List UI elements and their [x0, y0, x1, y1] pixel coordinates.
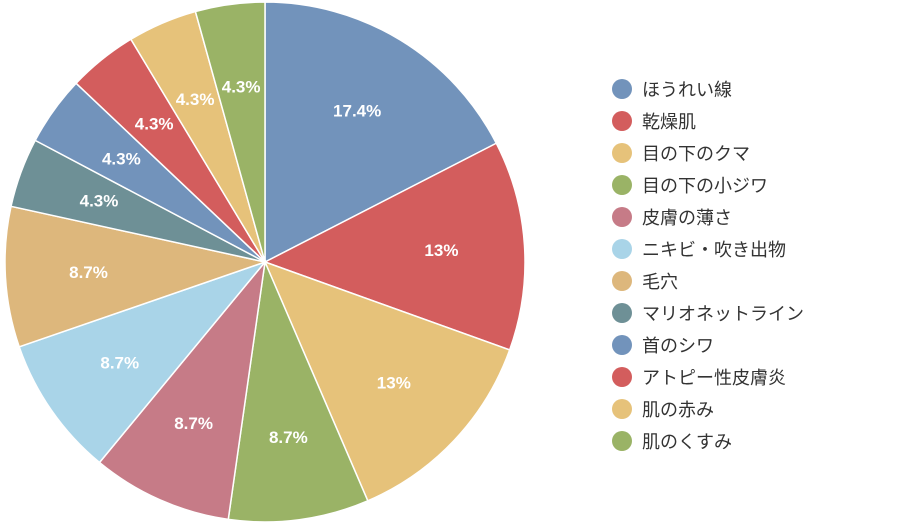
pie-slice — [227, 259, 369, 523]
legend-item: マリオネットライン — [612, 297, 804, 329]
legend-label: マリオネットライン — [642, 304, 804, 325]
legend-swatch-icon — [612, 303, 632, 323]
pie-slice — [263, 260, 511, 502]
pie-slice-label: 8.7% — [174, 414, 213, 433]
legend-swatch-icon — [612, 367, 632, 387]
pie-slices — [4, 1, 526, 523]
legend-label: 目の下のクマ — [642, 144, 750, 165]
legend-item: 乾燥肌 — [612, 105, 804, 137]
pie-slice-label: 8.7% — [100, 353, 139, 372]
legend-swatch-icon — [612, 335, 632, 355]
legend-swatch-icon — [612, 175, 632, 195]
legend-swatch-icon — [612, 79, 632, 99]
pie-slice-label: 4.3% — [102, 149, 141, 168]
legend-label: 目の下の小ジワ — [642, 176, 768, 197]
legend-label: 肌の赤み — [642, 400, 714, 421]
legend-item: 目の下の小ジワ — [612, 169, 804, 201]
legend-swatch-icon — [612, 143, 632, 163]
pie-slice-label: 13% — [377, 374, 411, 393]
legend-item: 肌のくすみ — [612, 425, 804, 457]
pie-slice-label: 4.3% — [176, 90, 215, 109]
legend-swatch-icon — [612, 399, 632, 419]
pie-slice-labels: 17.4%13%13%8.7%8.7%8.7%8.7%4.3%4.3%4.3%4… — [69, 77, 458, 446]
pie-slice-label: 8.7% — [269, 428, 308, 447]
legend-item: ニキビ・吹き出物 — [612, 233, 804, 265]
legend-swatch-icon — [612, 271, 632, 291]
legend-swatch-icon — [612, 207, 632, 227]
pie-slice-label: 8.7% — [69, 263, 108, 282]
legend-label: 肌のくすみ — [642, 432, 732, 453]
legend-label: 毛穴 — [642, 272, 678, 293]
legend-swatch-icon — [612, 431, 632, 451]
legend-label: アトピー性皮膚炎 — [642, 368, 786, 389]
legend-swatch-icon — [612, 239, 632, 259]
pie-slice — [4, 205, 268, 348]
legend-label: ほうれい線 — [642, 80, 732, 101]
legend-item: 皮膚の薄さ — [612, 201, 804, 233]
pie-slice-label: 17.4% — [333, 102, 381, 121]
legend-label: 乾燥肌 — [642, 112, 696, 133]
legend-item: 毛穴 — [612, 265, 804, 297]
pie-slice — [98, 259, 267, 521]
pie-slice — [194, 1, 266, 263]
legend-item: アトピー性皮膚炎 — [612, 361, 804, 393]
legend-item: 肌の赤み — [612, 393, 804, 425]
pie-slice-label: 13% — [424, 241, 458, 260]
legend-swatch-icon — [612, 111, 632, 131]
pie-slice-label: 4.3% — [222, 77, 261, 96]
legend-item: 目の下のクマ — [612, 137, 804, 169]
legend-label: ニキビ・吹き出物 — [642, 240, 786, 261]
chart-legend: ほうれい線乾燥肌目の下のクマ 目の下の小ジワ 皮膚の薄さニキビ・吹き出物 毛穴マリオネ… — [612, 73, 804, 457]
legend-item: 首のシワ — [612, 329, 804, 361]
legend-label: 首のシワ — [642, 336, 714, 357]
pie-slice-label: 4.3% — [135, 115, 174, 134]
pie-slice — [18, 260, 268, 464]
legend-label: 皮膚の薄さ — [642, 208, 732, 229]
pie-slice — [263, 142, 526, 351]
pie-slice-label: 4.3% — [80, 192, 119, 211]
pie-slice — [264, 1, 498, 264]
legend-item: ほうれい線 — [612, 73, 804, 105]
pie-chart: 17.4%13%13%8.7%8.7%8.7%8.7%4.3%4.3%4.3%4… — [4, 1, 526, 523]
